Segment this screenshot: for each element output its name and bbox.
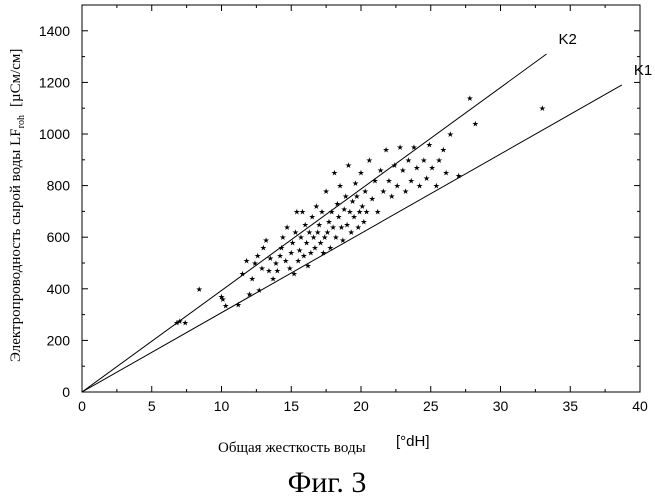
x-tick-label: 40 — [632, 398, 648, 414]
data-point: ★ — [316, 220, 323, 229]
data-point: ★ — [466, 94, 473, 103]
data-point: ★ — [353, 192, 360, 201]
y-axis-unit: [µСм/см] — [8, 49, 24, 107]
data-point: ★ — [396, 143, 403, 152]
line-k1 — [82, 85, 622, 392]
x-tick-label: 35 — [562, 398, 578, 414]
data-point: ★ — [256, 286, 263, 295]
data-point: ★ — [335, 213, 342, 222]
data-point: ★ — [436, 156, 443, 165]
x-tick-label: 0 — [78, 398, 86, 414]
data-point: ★ — [405, 156, 412, 165]
x-axis-title: Общая жесткость воды — [218, 440, 366, 456]
data-point: ★ — [263, 236, 270, 245]
y-tick-label: 0 — [62, 384, 70, 400]
data-point: ★ — [472, 120, 479, 129]
data-point: ★ — [254, 251, 261, 260]
data-point: ★ — [369, 195, 376, 204]
data-point: ★ — [318, 207, 325, 216]
plot-frame — [82, 5, 640, 392]
data-point: ★ — [357, 169, 364, 178]
data-point: ★ — [279, 233, 286, 242]
y-tick-label: 200 — [47, 332, 71, 348]
data-point: ★ — [429, 164, 436, 173]
x-tick-label: 15 — [283, 398, 299, 414]
x-tick-label: 25 — [423, 398, 439, 414]
data-point: ★ — [260, 244, 267, 253]
x-tick-label: 30 — [493, 398, 509, 414]
data-point: ★ — [182, 318, 189, 327]
chart: 0510152025303540020040060080010001200140… — [0, 0, 655, 500]
data-point: ★ — [270, 274, 277, 283]
data-point: ★ — [385, 176, 392, 185]
data-point: ★ — [377, 166, 384, 175]
data-point: ★ — [374, 207, 381, 216]
data-point: ★ — [366, 156, 373, 165]
data-point: ★ — [388, 192, 395, 201]
y-tick-label: 800 — [47, 178, 71, 194]
line-label-k1: K1 — [634, 62, 652, 79]
line-label-k2: K2 — [559, 31, 577, 48]
y-axis-title-main: Электропроводность сырой воды LF — [8, 128, 24, 362]
x-tick-label: 5 — [148, 398, 156, 414]
data-point: ★ — [283, 223, 290, 232]
axis-labels: Общая жесткость воды [°dH] Электропроводно… — [8, 49, 430, 499]
data-point: ★ — [299, 207, 306, 216]
data-point: ★ — [420, 156, 427, 165]
data-point: ★ — [416, 182, 423, 191]
data-point: ★ — [423, 174, 430, 183]
data-point: ★ — [246, 290, 253, 299]
data-point: ★ — [410, 143, 417, 152]
data-point: ★ — [352, 179, 359, 188]
figure-caption: Фиг. 3 — [288, 466, 367, 499]
data-point: ★ — [274, 267, 281, 276]
y-tick-label: 1000 — [39, 126, 70, 142]
data-point: ★ — [443, 169, 450, 178]
data-point: ★ — [426, 140, 433, 149]
data-point: ★ — [239, 269, 246, 278]
y-axis-title-sub: roh — [16, 115, 27, 128]
data-point: ★ — [323, 187, 330, 196]
data-point: ★ — [394, 182, 401, 191]
data-point: ★ — [539, 104, 546, 113]
data-point: ★ — [447, 130, 454, 139]
data-point: ★ — [399, 166, 406, 175]
data-point: ★ — [391, 161, 398, 170]
data-point: ★ — [383, 145, 390, 154]
y-tick-label: 1400 — [39, 23, 70, 39]
data-point: ★ — [360, 218, 367, 227]
data-point: ★ — [440, 145, 447, 154]
data-points: ★★★★★★★★★★★★★★★★★★★★★★★★★★★★★★★★★★★★★★★★… — [173, 94, 546, 327]
line-k2 — [82, 54, 547, 392]
data-point: ★ — [290, 269, 297, 278]
y-tick-label: 1200 — [39, 74, 70, 90]
y-axis-title: Электропроводность сырой воды LFroh [µСм/… — [8, 49, 27, 362]
data-point: ★ — [196, 285, 203, 294]
data-point: ★ — [413, 164, 420, 173]
data-point: ★ — [235, 300, 242, 309]
x-tick-label: 10 — [214, 398, 230, 414]
data-point: ★ — [371, 176, 378, 185]
y-tick-label: 400 — [47, 281, 71, 297]
data-point: ★ — [330, 223, 337, 232]
data-point: ★ — [249, 274, 256, 283]
data-point: ★ — [345, 161, 352, 170]
data-point: ★ — [455, 171, 462, 180]
data-point: ★ — [304, 262, 311, 271]
y-tick-label: 600 — [47, 229, 71, 245]
data-point: ★ — [243, 256, 250, 265]
x-tick-label: 20 — [353, 398, 369, 414]
data-point: ★ — [327, 244, 334, 253]
x-axis-unit: [°dH] — [396, 433, 430, 450]
data-point: ★ — [339, 236, 346, 245]
data-point: ★ — [278, 244, 285, 253]
data-point: ★ — [222, 302, 229, 311]
data-point: ★ — [380, 187, 387, 196]
data-point: ★ — [331, 169, 338, 178]
data-point: ★ — [336, 182, 343, 191]
data-point: ★ — [363, 207, 370, 216]
data-point: ★ — [408, 176, 415, 185]
data-point: ★ — [433, 182, 440, 191]
data-point: ★ — [402, 187, 409, 196]
